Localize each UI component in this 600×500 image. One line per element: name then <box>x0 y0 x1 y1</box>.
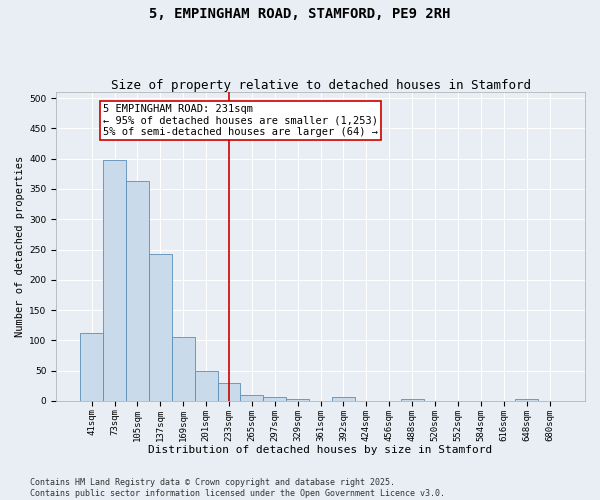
Bar <box>126 181 149 401</box>
Bar <box>218 384 241 401</box>
Bar <box>286 398 309 401</box>
Text: Contains HM Land Registry data © Crown copyright and database right 2025.
Contai: Contains HM Land Registry data © Crown c… <box>30 478 445 498</box>
Bar <box>80 333 103 401</box>
Bar <box>149 254 172 401</box>
Bar <box>172 338 194 401</box>
Bar <box>515 399 538 401</box>
Bar <box>401 399 424 401</box>
Title: Size of property relative to detached houses in Stamford: Size of property relative to detached ho… <box>110 79 530 92</box>
Bar <box>332 398 355 401</box>
Y-axis label: Number of detached properties: Number of detached properties <box>15 156 25 337</box>
Bar <box>263 396 286 401</box>
Bar <box>241 395 263 401</box>
X-axis label: Distribution of detached houses by size in Stamford: Distribution of detached houses by size … <box>148 445 493 455</box>
Text: 5, EMPINGHAM ROAD, STAMFORD, PE9 2RH: 5, EMPINGHAM ROAD, STAMFORD, PE9 2RH <box>149 8 451 22</box>
Bar <box>194 372 218 401</box>
Bar <box>103 160 126 401</box>
Text: 5 EMPINGHAM ROAD: 231sqm
← 95% of detached houses are smaller (1,253)
5% of semi: 5 EMPINGHAM ROAD: 231sqm ← 95% of detach… <box>103 104 378 138</box>
